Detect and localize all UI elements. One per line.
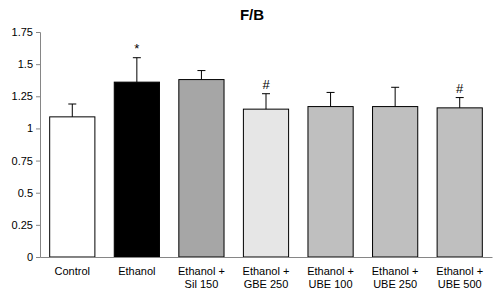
tick: Ethanol +GBE 250 [243,257,290,290]
tick: 0.5 [18,187,40,199]
tick-label: Ethanol +Sil 150 [178,265,225,290]
bar [114,82,159,257]
tick-label-line: Ethanol + [436,265,483,277]
tick-label-line: UBE 100 [309,278,353,290]
tick-label: 0 [27,251,33,263]
tick: 1.75 [12,26,40,38]
tick-label: Ethanol +GBE 250 [243,265,290,290]
error-cap [197,70,205,71]
tick: 0.75 [12,155,40,167]
annotation: * [134,41,139,56]
bars [50,58,483,257]
tick: Control [55,257,90,277]
tick-label: Ethanol [118,265,155,277]
tick-label-line: Ethanol + [307,265,354,277]
tick-label: 0.5 [18,187,33,199]
error-stem [136,58,137,82]
tick-label-line: Ethanol + [243,265,290,277]
tick-mark [36,128,40,129]
bar [308,107,353,257]
bar [243,109,288,257]
error-bars [68,58,463,117]
error-stem [459,98,460,108]
error-stem [201,71,202,80]
tick-label: Ethanol +UBE 500 [436,265,483,290]
bar [373,107,418,257]
tick: 1.25 [12,90,40,102]
tick-label: 0.75 [12,155,33,167]
tick-label: 0.25 [12,219,33,231]
error-bar [197,71,205,80]
x-axis: ControlEthanolEthanol +Sil 150Ethanol +G… [41,257,493,290]
tick: 0.25 [12,219,40,231]
tick-mark [36,161,40,162]
error-cap [262,93,270,94]
error-cap [391,87,399,88]
title: F/B [240,6,264,23]
tick-label: 1.75 [12,26,33,38]
tick-mark [36,64,40,65]
error-cap [327,92,335,93]
tick-label-line: Ethanol + [178,265,225,277]
bar [179,80,224,257]
error-bar [68,104,76,117]
tick: 1 [27,122,40,134]
error-cap [68,104,76,105]
tick-label: 1.25 [12,90,33,102]
error-cap [456,97,464,98]
tick-label: Ethanol +UBE 250 [372,265,419,290]
annotation: # [456,81,464,96]
tick: Ethanol [118,257,155,277]
tick-mark [36,257,40,258]
tick: Ethanol +Sil 150 [178,257,225,290]
error-stem [266,94,267,109]
tick-mark [36,32,40,33]
y-axis: 0 0.25 0.5 0.75 1 1.25 1.5 1.75 [12,26,41,263]
tick: Ethanol +UBE 500 [436,257,483,290]
tick: 1.5 [18,58,40,70]
error-bar [391,87,399,106]
bar [50,117,95,257]
tick: 0 [27,251,40,263]
tick-label-line: Ethanol + [372,265,419,277]
tick-label-line: Sil 150 [185,278,219,290]
annotations: * # # [134,41,464,96]
tick-mark [36,193,40,194]
axis-line [41,257,493,258]
tick-label-line: GBE 250 [244,278,289,290]
error-stem [395,87,396,106]
plot: 0 0.25 0.5 0.75 1 1.25 1.5 1.75 Control Ethanol Et… [12,26,493,290]
error-bar [456,98,464,108]
tick-label: Ethanol +UBE 100 [307,265,354,290]
tick-label-line: UBE 500 [438,278,482,290]
error-stem [72,104,73,117]
error-cap [133,57,141,58]
tick: Ethanol +UBE 250 [372,257,419,290]
tick-label: 1.5 [18,58,33,70]
error-stem [330,92,331,106]
chart: 0 0.25 0.5 0.75 1 1.25 1.5 1.75 Control Ethanol Et… [0,0,504,307]
tick: Ethanol +UBE 100 [307,257,354,290]
bar [437,108,482,257]
error-bar [327,92,335,106]
error-bar [133,58,141,82]
axis-line [36,33,41,258]
tick-label-line: Ethanol [118,265,155,277]
tick-label: 1 [27,122,33,134]
tick-label-line: UBE 250 [373,278,417,290]
annotation: # [262,77,270,92]
tick-mark [36,225,40,226]
tick-label-line: Control [55,265,90,277]
tick-label: Control [55,265,90,277]
error-bar [262,94,270,109]
tick-mark [36,96,40,97]
